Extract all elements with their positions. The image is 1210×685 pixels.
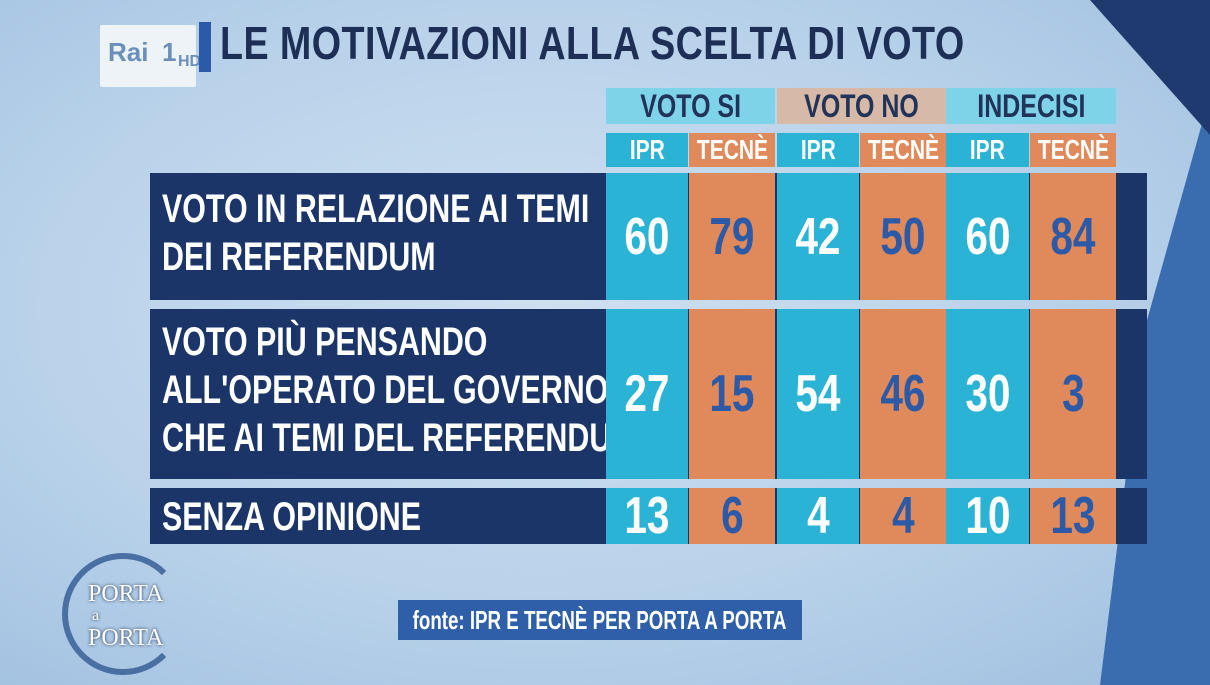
value-cell: 10 xyxy=(946,487,1029,545)
value-label: 54 xyxy=(795,365,841,423)
logo-ring xyxy=(62,553,184,675)
group-header: VOTO SI xyxy=(606,88,775,124)
rai1-hd-logo: Rai 1 HD xyxy=(100,25,201,87)
logo-text: PORTA a PORTA xyxy=(88,581,164,651)
value-label: 79 xyxy=(709,207,755,266)
value-label: 50 xyxy=(880,207,926,266)
logo-rai: Rai xyxy=(108,37,149,67)
value-cell: 13 xyxy=(1030,487,1116,545)
group-header-label: INDECISI xyxy=(976,87,1086,124)
logo-hd: HD xyxy=(178,53,202,70)
value-cell: 84 xyxy=(1030,173,1116,300)
subcolumn-label: TECNÈ xyxy=(696,134,768,165)
value-label: 6 xyxy=(720,487,744,545)
subcolumn-header: TECNÈ xyxy=(860,133,946,167)
value-label: 13 xyxy=(624,487,670,545)
value-cell: 50 xyxy=(860,173,946,300)
value-label: 84 xyxy=(1050,207,1096,266)
value-label: 4 xyxy=(891,487,915,545)
value-cell: 60 xyxy=(606,173,688,300)
logo-channel: 1 xyxy=(162,37,177,67)
value-label: 30 xyxy=(964,365,1011,423)
row-label-line: CHE AI TEMI DEL REFERENDUM xyxy=(162,416,637,460)
value-cell: 60 xyxy=(946,173,1029,300)
subcolumn-header: TECNÈ xyxy=(1030,133,1116,167)
value-cell: 30 xyxy=(946,309,1029,479)
row-label-line: SENZA OPINIONE xyxy=(162,495,421,539)
group-header-label: VOTO NO xyxy=(804,87,919,124)
logo-word-2: a xyxy=(92,607,100,624)
row-label-line: ALL'OPERATO DEL GOVERNO xyxy=(162,368,609,412)
value-cell: 27 xyxy=(606,309,688,479)
source-text: fonte: IPR E TECNÈ PER PORTA A PORTA xyxy=(413,604,787,635)
value-label: 13 xyxy=(1050,487,1096,545)
value-label: 60 xyxy=(624,207,670,266)
value-label: 10 xyxy=(964,487,1011,545)
value-label: 4 xyxy=(806,487,830,545)
subcolumn-label: IPR xyxy=(629,134,665,165)
title-accent-bar xyxy=(199,22,211,72)
subcolumn-label: TECNÈ xyxy=(867,134,939,165)
value-label: 15 xyxy=(709,365,755,423)
logo-word-1: PORTA xyxy=(88,581,164,607)
row-label: SENZA OPINIONE xyxy=(162,493,421,541)
subcolumn-header: TECNÈ xyxy=(689,133,775,167)
value-cell: 46 xyxy=(860,309,946,479)
group-header: VOTO NO xyxy=(777,88,946,124)
source-note: fonte: IPR E TECNÈ PER PORTA A PORTA xyxy=(398,600,802,640)
subcolumn-header: IPR xyxy=(606,133,688,167)
value-cell: 3 xyxy=(1030,309,1116,479)
subcolumn-label: IPR xyxy=(800,134,836,165)
subcolumn-label: TECNÈ xyxy=(1037,134,1109,165)
logo-word-3: PORTA xyxy=(88,625,164,651)
group-header: INDECISI xyxy=(946,88,1116,124)
value-cell: 4 xyxy=(860,487,946,545)
row-label: VOTO IN RELAZIONE AI TEMI DEI REFERENDUM xyxy=(162,185,589,281)
value-cell: 54 xyxy=(777,309,859,479)
row-label: VOTO PIÙ PENSANDO ALL'OPERATO DEL GOVERNO… xyxy=(162,318,637,462)
value-cell: 15 xyxy=(689,309,775,479)
value-label: 3 xyxy=(1061,365,1085,423)
value-cell: 13 xyxy=(606,487,688,545)
row-label-line: DEI REFERENDUM xyxy=(162,235,436,279)
row-label-line: VOTO IN RELAZIONE AI TEMI xyxy=(162,187,590,231)
subcolumn-label: IPR xyxy=(969,134,1006,165)
row-label-line: VOTO PIÙ PENSANDO xyxy=(162,320,488,364)
value-label: 27 xyxy=(624,365,670,423)
value-cell: 6 xyxy=(689,487,775,545)
subcolumn-header: IPR xyxy=(946,133,1029,167)
value-label: 60 xyxy=(964,207,1011,266)
subcolumn-header: IPR xyxy=(777,133,859,167)
porta-a-porta-logo: PORTA a PORTA xyxy=(62,553,184,675)
value-cell: 42 xyxy=(777,173,859,300)
group-header-label: VOTO SI xyxy=(640,87,741,124)
value-cell: 79 xyxy=(689,173,775,300)
value-cell: 4 xyxy=(777,487,859,545)
value-label: 46 xyxy=(880,365,926,423)
value-label: 42 xyxy=(795,207,841,266)
page-title: LE MOTIVAZIONI ALLA SCELTA DI VOTO xyxy=(220,17,965,69)
